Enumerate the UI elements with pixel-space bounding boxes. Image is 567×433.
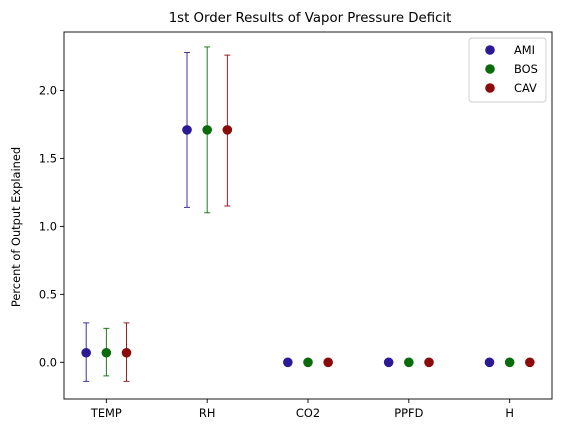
- y-axis-label: Percent of Output Explained: [9, 147, 23, 307]
- y-tick-label: 1.0: [39, 219, 57, 233]
- y-tick-label: 1.5: [39, 151, 57, 165]
- y-tick-label: 0.0: [39, 355, 57, 369]
- chart-title: 1st Order Results of Vapor Pressure Defi…: [169, 11, 452, 26]
- x-tick-label: RH: [199, 406, 215, 420]
- data-point-bos: [404, 357, 414, 368]
- legend-marker-cav: [485, 83, 495, 93]
- legend-marker-bos: [485, 64, 495, 74]
- data-point-bos: [202, 125, 212, 135]
- data-point-cav: [525, 357, 535, 368]
- x-tick-label: H: [505, 406, 514, 420]
- data-point-bos: [101, 347, 112, 358]
- data-point-bos: [504, 357, 515, 368]
- legend-label-cav: CAV: [514, 81, 537, 95]
- legend: AMI BOS CAV: [468, 37, 547, 103]
- data-point-ami: [383, 357, 394, 368]
- y-tick-label: 0.5: [39, 287, 57, 301]
- x-tick-label: TEMP: [90, 406, 122, 420]
- data-point-ami: [182, 125, 192, 135]
- data-point-ami: [81, 347, 91, 358]
- data-point-ami: [484, 357, 495, 368]
- x-tick-label: CO2: [296, 406, 320, 420]
- legend-label-ami: AMI: [514, 43, 535, 57]
- legend-label-bos: BOS: [514, 62, 538, 76]
- data-point-cav: [121, 347, 132, 358]
- data-point-bos: [303, 357, 313, 368]
- legend-marker-ami: [485, 45, 495, 55]
- data-point-cav: [424, 357, 434, 368]
- y-tick-label: 2.0: [39, 83, 57, 97]
- data-point-ami: [283, 357, 293, 368]
- x-tick-label: PPFD: [394, 406, 423, 420]
- plot-area: 0.0 0.5 1.0 1.5 2.0 TEMP RH CO2 PPFD H: [39, 31, 553, 420]
- data-point-cav: [222, 125, 233, 135]
- data-point-cav: [323, 357, 333, 368]
